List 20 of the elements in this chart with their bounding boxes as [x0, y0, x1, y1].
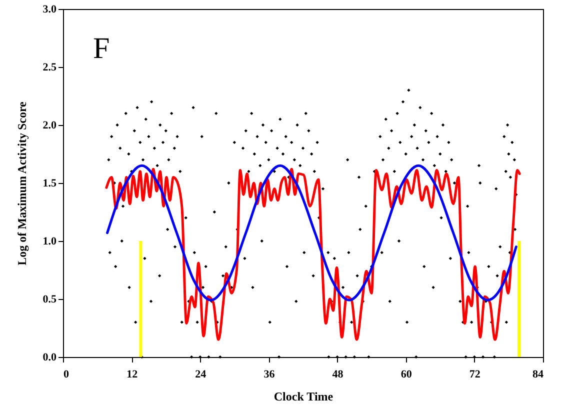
y-tick-label: 2.5 — [42, 62, 57, 74]
y-tick-label: 2.0 — [42, 120, 57, 132]
x-tick-label: 60 — [400, 368, 412, 380]
annotation: F — [93, 32, 110, 65]
y-tick-label: 0.0 — [42, 352, 57, 364]
y-axis-title: Log of Maximum Activity Score — [14, 100, 29, 266]
x-tick-label: 12 — [126, 368, 138, 380]
y-tick-label: 1.5 — [42, 178, 57, 190]
x-tick-label: 24 — [195, 368, 207, 380]
x-tick-label: 48 — [332, 368, 344, 380]
x-axis-title: Clock Time — [274, 390, 334, 404]
line-series — [105, 168, 521, 341]
x-tick-label: 36 — [264, 368, 276, 380]
line-series — [106, 164, 518, 302]
y-tick-label: 3.0 — [42, 4, 57, 16]
x-tick-label: 72 — [469, 368, 481, 380]
y-tick-label: 1.0 — [42, 236, 57, 248]
x-tick-label: 0 — [64, 368, 70, 380]
x-tick-label: 84 — [532, 368, 544, 380]
y-tick-label: 0.5 — [42, 294, 57, 306]
